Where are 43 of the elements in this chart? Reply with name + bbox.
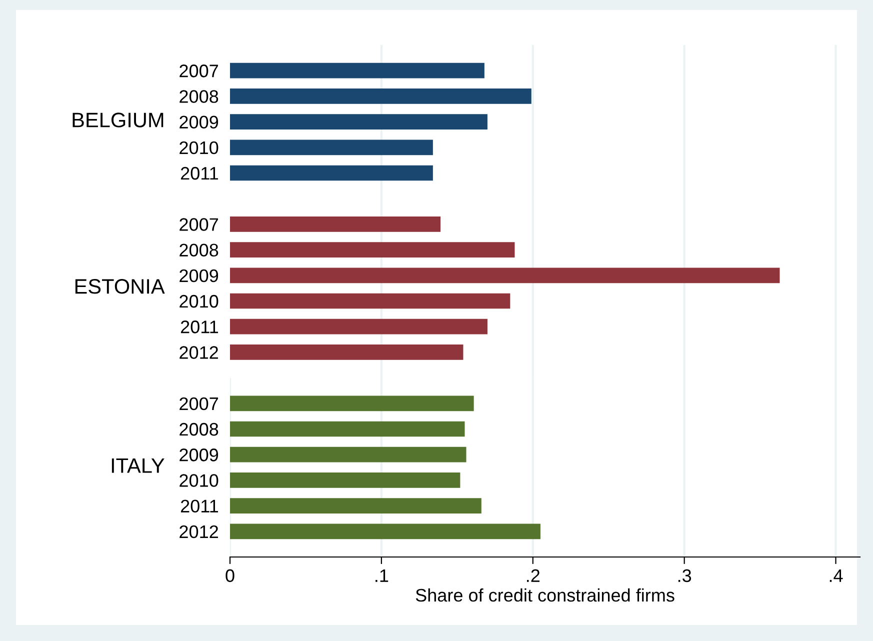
y-tick-label: 2012 xyxy=(180,346,218,359)
y-tick-label: 2007 xyxy=(180,218,218,231)
x-tick-label: .1 xyxy=(376,569,388,582)
bar xyxy=(230,498,482,514)
y-tick-label: 2009 xyxy=(180,448,218,462)
y-tick-label: 2008 xyxy=(180,90,218,103)
bar xyxy=(230,524,540,540)
bar xyxy=(230,421,465,437)
bar xyxy=(230,242,515,258)
bar xyxy=(230,472,460,488)
y-tick-label: 2009 xyxy=(180,269,218,282)
x-tick-label: .3 xyxy=(678,569,692,582)
y-tick-label: 2010 xyxy=(180,141,218,154)
y-axis-title: ESTONIA xyxy=(75,279,165,294)
bar xyxy=(230,446,466,462)
y-tick-label: 2008 xyxy=(180,422,218,436)
y-tick-label: 2011 xyxy=(180,166,218,180)
bar xyxy=(230,165,433,181)
bar xyxy=(230,293,510,309)
bar xyxy=(230,88,532,104)
y-tick-label: 2010 xyxy=(180,294,218,308)
x-tick-label: .4 xyxy=(830,569,843,582)
y-tick-label: 2012 xyxy=(180,525,218,538)
x-tick-label: .2 xyxy=(527,569,540,582)
bar xyxy=(230,318,488,334)
y-tick-label: 2010 xyxy=(180,474,218,487)
y-tick-label: 2011 xyxy=(180,500,218,513)
bar xyxy=(230,396,474,412)
bar xyxy=(230,268,780,284)
bar xyxy=(230,62,484,78)
x-axis-title: Share of credit constrained firms xyxy=(416,588,674,602)
bar xyxy=(230,140,433,156)
y-tick-label: 2009 xyxy=(180,116,218,129)
bar xyxy=(230,216,441,232)
y-axis-title: ITALY xyxy=(112,458,164,473)
y-tick-label: 2011 xyxy=(180,320,218,334)
bar xyxy=(230,344,464,360)
bar xyxy=(230,114,488,130)
x-tick-label: 0 xyxy=(226,569,234,582)
y-tick-label: 2007 xyxy=(180,64,218,78)
y-tick-label: 2008 xyxy=(180,244,218,257)
y-axis-title: BELGIUM xyxy=(72,112,164,128)
y-tick-label: 2007 xyxy=(180,397,218,410)
